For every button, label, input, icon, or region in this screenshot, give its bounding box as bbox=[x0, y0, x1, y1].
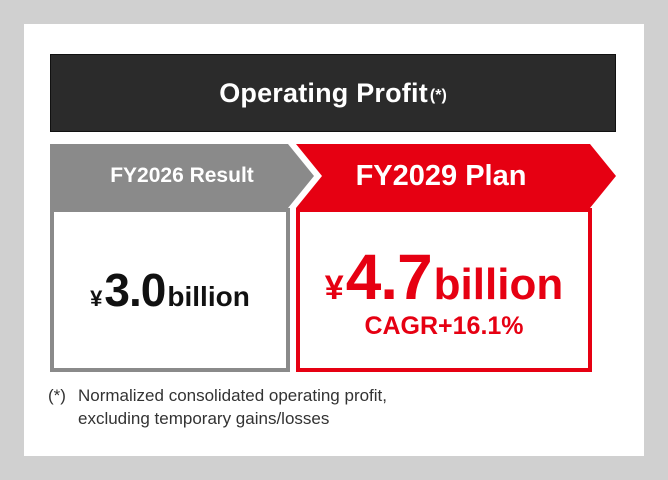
plan-header-label: FY2029 Plan bbox=[355, 159, 527, 192]
footnote-text1: Normalized consolidated operating profit… bbox=[78, 386, 388, 405]
plan-cagr: CAGR+16.1% bbox=[364, 311, 524, 340]
footnote-line1: (*) Normalized consolidated operating pro… bbox=[48, 384, 608, 407]
footnote: (*) Normalized consolidated operating pro… bbox=[48, 384, 608, 430]
plan-unit: billion bbox=[433, 259, 564, 309]
title-note-mark: (*) bbox=[429, 87, 447, 104]
footnote-mark: (*) bbox=[48, 386, 66, 405]
plan-number: 4.7 bbox=[345, 240, 433, 313]
footnote-line2: excluding temporary gains/losses bbox=[78, 409, 330, 428]
result-header-arrow bbox=[50, 144, 314, 208]
plan-box: ¥ 4.7 billion CAGR+16.1% bbox=[296, 208, 592, 372]
result-box: ¥ 3.0 billion bbox=[50, 208, 290, 372]
plan-header-arrow bbox=[296, 144, 616, 208]
result-unit: billion bbox=[167, 281, 250, 312]
result-number: 3.0 bbox=[104, 264, 166, 316]
result-yen: ¥ bbox=[90, 286, 103, 311]
title-bar: Operating Profit (*) bbox=[50, 54, 616, 132]
infographic-card: Operating Profit (*) FY2026 Result FY202… bbox=[24, 24, 644, 456]
plan-yen: ¥ bbox=[324, 268, 344, 307]
plan-value: ¥ 4.7 billion bbox=[325, 240, 563, 314]
title-text: Operating Profit bbox=[219, 77, 428, 108]
result-value: ¥ 3.0 billion bbox=[90, 263, 250, 317]
result-header-label: FY2026 Result bbox=[110, 164, 254, 187]
header-arrows bbox=[50, 144, 616, 208]
